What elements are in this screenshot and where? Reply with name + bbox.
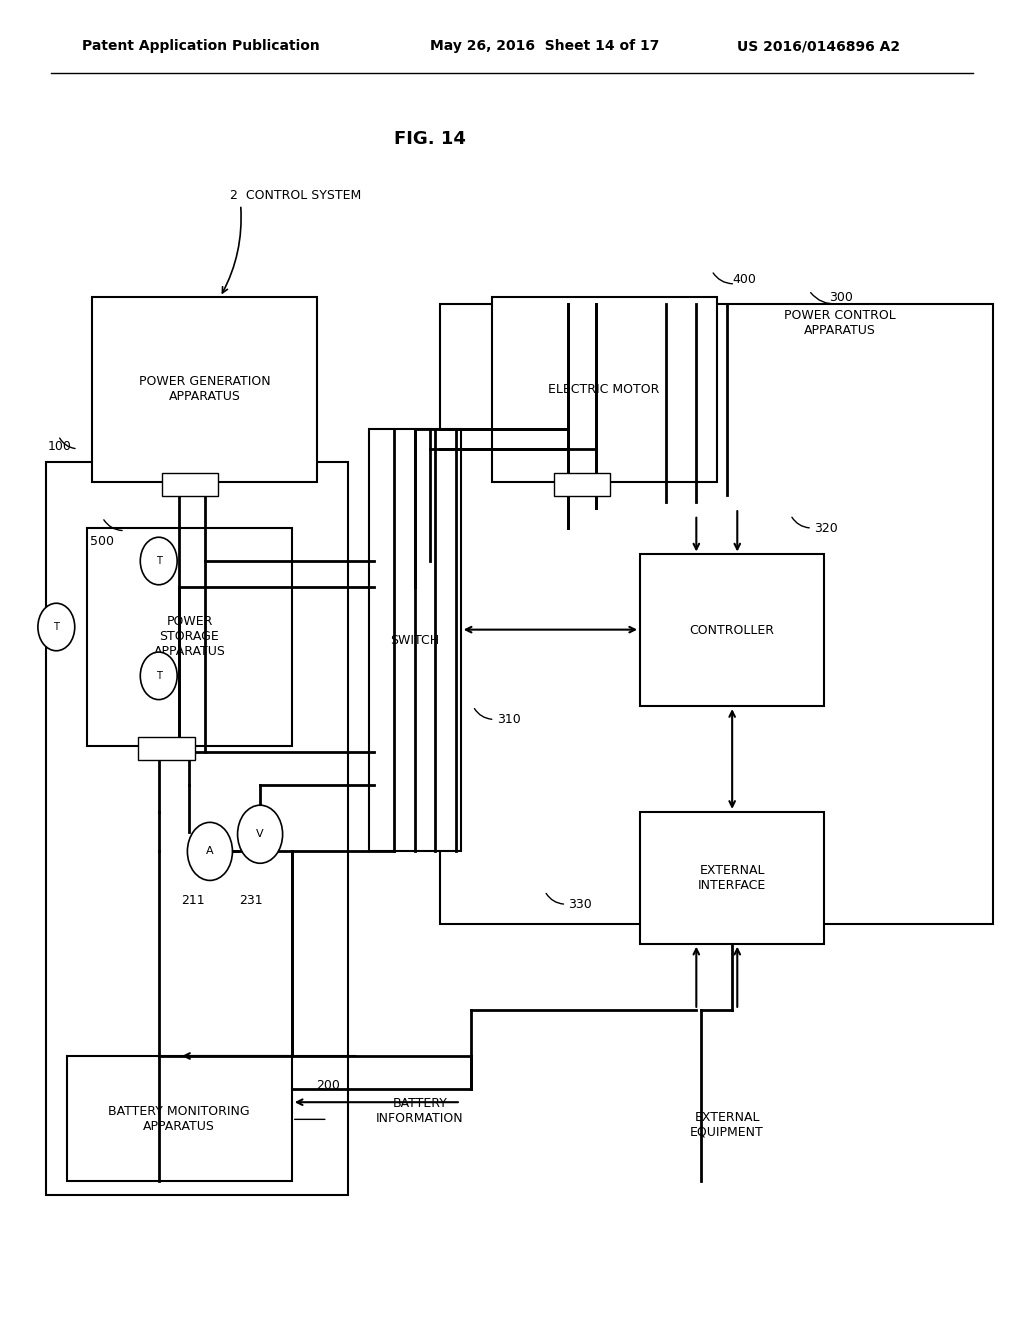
Circle shape — [187, 822, 232, 880]
Text: 231: 231 — [239, 894, 263, 907]
Circle shape — [140, 652, 177, 700]
FancyBboxPatch shape — [67, 1056, 292, 1181]
FancyBboxPatch shape — [492, 297, 717, 482]
FancyBboxPatch shape — [87, 528, 292, 746]
FancyBboxPatch shape — [440, 304, 993, 924]
Text: A: A — [206, 846, 214, 857]
Text: BATTERY MONITORING
APPARATUS: BATTERY MONITORING APPARATUS — [109, 1105, 250, 1133]
Text: +: + — [172, 480, 180, 491]
Text: +: + — [564, 480, 572, 491]
Text: 2  CONTROL SYSTEM: 2 CONTROL SYSTEM — [230, 189, 361, 202]
Text: 310: 310 — [497, 713, 520, 726]
Text: 400: 400 — [732, 273, 756, 286]
FancyBboxPatch shape — [162, 473, 218, 496]
FancyBboxPatch shape — [369, 429, 461, 851]
Text: 330: 330 — [568, 898, 592, 911]
Text: May 26, 2016  Sheet 14 of 17: May 26, 2016 Sheet 14 of 17 — [430, 40, 659, 53]
Text: 300: 300 — [829, 290, 853, 304]
Text: FIG. 14: FIG. 14 — [394, 129, 466, 148]
Text: POWER CONTROL
APPARATUS: POWER CONTROL APPARATUS — [783, 309, 896, 338]
Text: POWER
STORAGE
APPARATUS: POWER STORAGE APPARATUS — [154, 615, 225, 659]
Text: EXTERNAL
INTERFACE: EXTERNAL INTERFACE — [698, 863, 766, 892]
Text: −: − — [174, 744, 184, 755]
FancyBboxPatch shape — [554, 473, 610, 496]
Text: ELECTRIC MOTOR: ELECTRIC MOTOR — [549, 383, 659, 396]
Circle shape — [38, 603, 75, 651]
Text: T: T — [156, 556, 162, 566]
Text: CONTROLLER: CONTROLLER — [689, 624, 775, 636]
Text: US 2016/0146896 A2: US 2016/0146896 A2 — [737, 40, 900, 53]
FancyBboxPatch shape — [92, 297, 317, 482]
Text: 500: 500 — [90, 535, 115, 548]
Text: −: − — [592, 480, 600, 491]
FancyBboxPatch shape — [640, 554, 824, 706]
Text: 211: 211 — [180, 894, 205, 907]
Text: T: T — [156, 671, 162, 681]
Circle shape — [140, 537, 177, 585]
Text: 320: 320 — [814, 521, 838, 535]
Text: Patent Application Publication: Patent Application Publication — [82, 40, 319, 53]
Text: SWITCH: SWITCH — [390, 634, 439, 647]
Text: EXTERNAL
EQUIPMENT: EXTERNAL EQUIPMENT — [690, 1110, 764, 1139]
Text: V: V — [256, 829, 264, 840]
FancyBboxPatch shape — [640, 812, 824, 944]
FancyBboxPatch shape — [138, 737, 195, 760]
Text: +: + — [146, 744, 157, 755]
FancyBboxPatch shape — [46, 462, 348, 1195]
Text: T: T — [53, 622, 59, 632]
Text: BATTERY
INFORMATION: BATTERY INFORMATION — [376, 1097, 464, 1126]
Circle shape — [238, 805, 283, 863]
Text: POWER GENERATION
APPARATUS: POWER GENERATION APPARATUS — [139, 375, 270, 404]
Text: 200: 200 — [315, 1078, 340, 1092]
Text: 100: 100 — [47, 440, 72, 453]
Text: −: − — [201, 480, 209, 491]
